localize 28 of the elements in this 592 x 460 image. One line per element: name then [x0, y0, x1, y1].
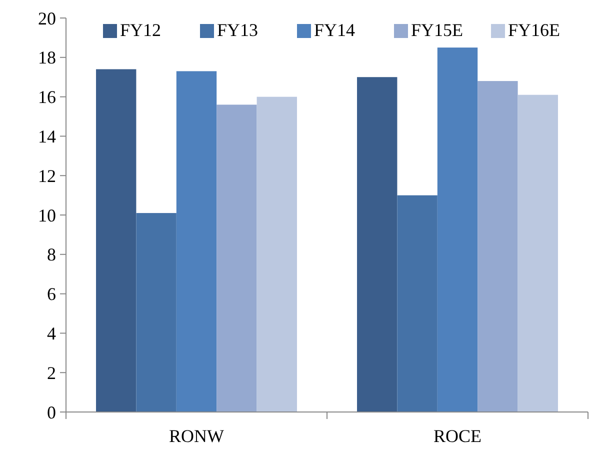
bar	[397, 195, 438, 412]
legend-label: FY12	[120, 20, 162, 40]
y-tick-label: 4	[47, 324, 56, 344]
y-tick-label: 2	[47, 362, 56, 383]
y-tick-label: 0	[47, 402, 56, 422]
bar	[518, 94, 558, 412]
legend-label: FY13	[217, 20, 258, 40]
bar	[478, 81, 518, 412]
y-tick-label: 12	[38, 166, 56, 186]
legend-label: FY16E	[508, 20, 560, 40]
bar	[176, 71, 217, 412]
y-tick-label: 14	[38, 126, 56, 146]
bar	[256, 96, 297, 412]
bar	[357, 77, 398, 412]
y-tick-label: 16	[38, 87, 56, 108]
bar	[437, 48, 478, 412]
bar	[96, 69, 136, 412]
x-tick-label: RONW	[169, 426, 224, 446]
bar	[216, 104, 257, 412]
y-tick-label: 10	[38, 205, 56, 226]
legend-label: FY14	[314, 20, 356, 40]
y-tick-label: 20	[38, 8, 56, 28]
bar	[136, 213, 176, 412]
y-tick-label: 8	[47, 244, 56, 265]
y-tick-label: 6	[47, 284, 56, 304]
x-tick-label: ROCE	[433, 426, 482, 446]
y-tick-label: 18	[38, 48, 56, 68]
legend-label: FY15E	[411, 20, 464, 40]
